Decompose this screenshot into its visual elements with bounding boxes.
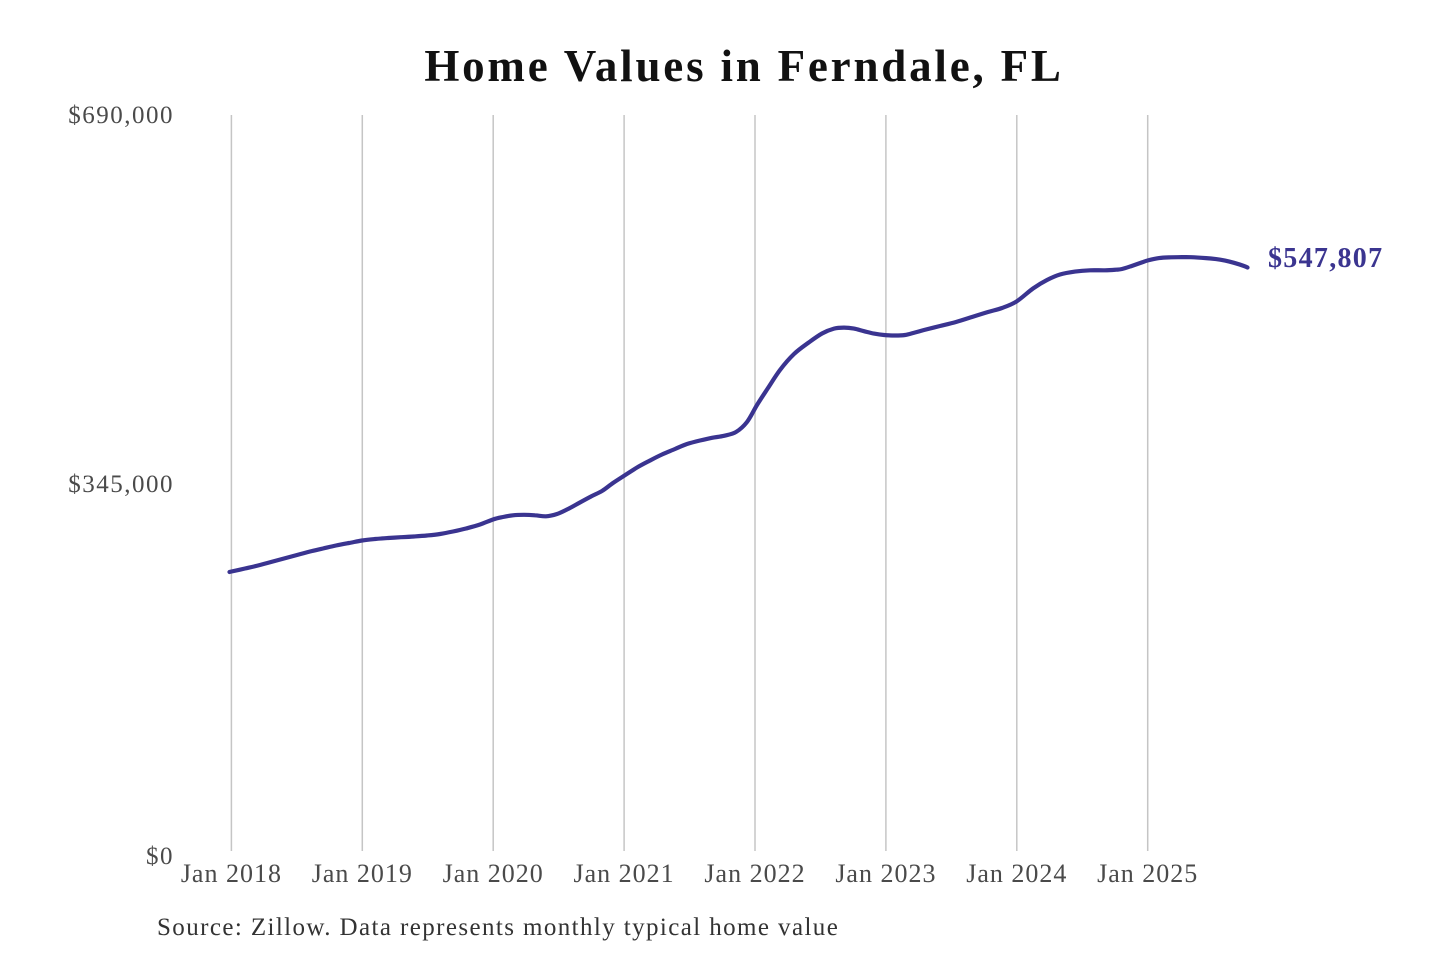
svg-text:Jan 2023: Jan 2023 [835, 859, 936, 888]
svg-text:Jan 2021: Jan 2021 [574, 859, 675, 888]
svg-text:Jan 2025: Jan 2025 [1097, 859, 1198, 888]
svg-text:Jan 2024: Jan 2024 [966, 859, 1067, 888]
svg-text:Home Values in Ferndale, FL: Home Values in Ferndale, FL [424, 41, 1063, 91]
svg-text:Jan 2019: Jan 2019 [312, 859, 413, 888]
svg-text:$0: $0 [146, 843, 174, 870]
svg-text:Jan 2022: Jan 2022 [704, 859, 805, 888]
svg-text:$690,000: $690,000 [68, 102, 174, 129]
svg-text:$345,000: $345,000 [68, 471, 174, 498]
svg-text:Source: Zillow. Data represent: Source: Zillow. Data represents monthly … [157, 914, 839, 941]
svg-text:$547,807: $547,807 [1268, 243, 1383, 274]
svg-text:Jan 2018: Jan 2018 [181, 859, 282, 888]
svg-text:Jan 2020: Jan 2020 [443, 859, 544, 888]
